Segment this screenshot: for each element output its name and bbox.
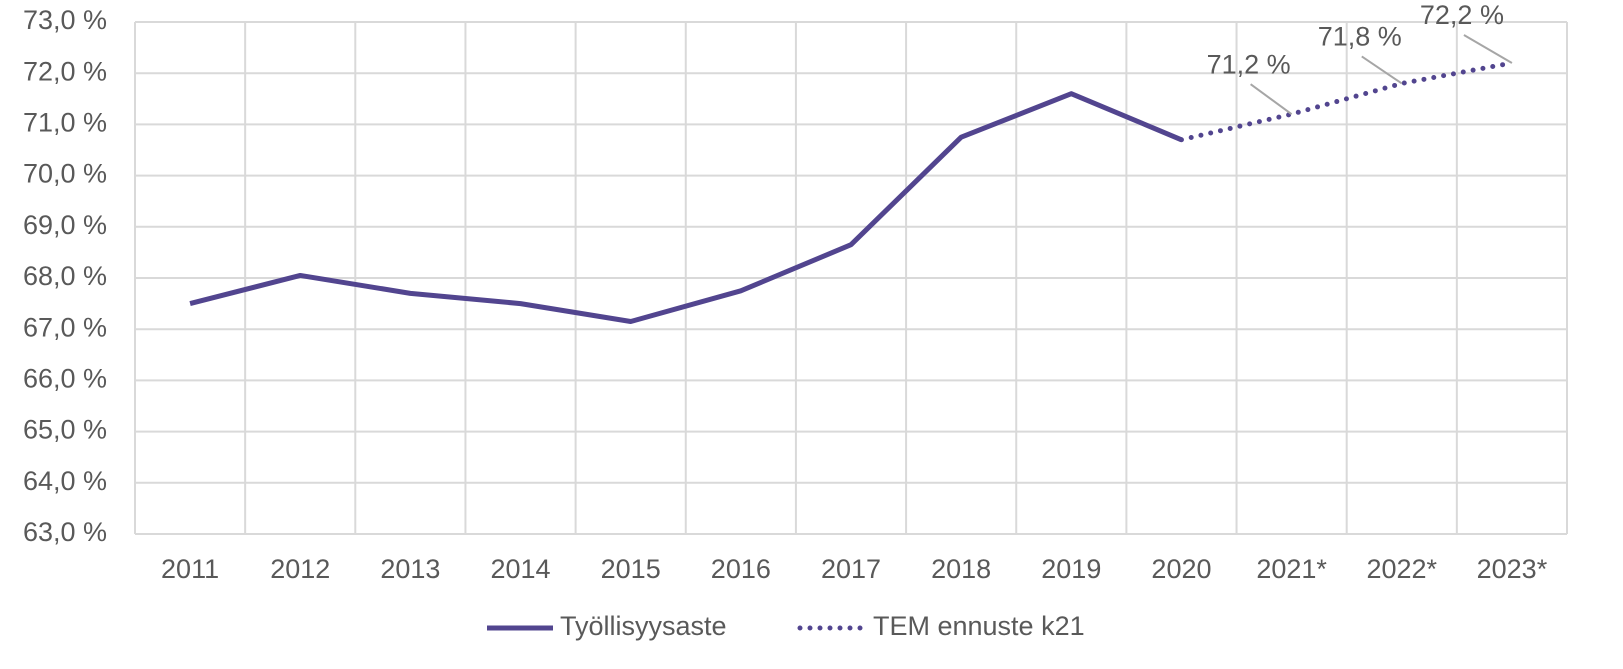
x-tick-label: 2018 <box>931 554 991 584</box>
y-tick-label: 68,0 % <box>23 261 107 291</box>
y-tick-label: 69,0 % <box>23 210 107 240</box>
data-label: 71,2 % <box>1207 49 1291 79</box>
y-tick-label: 64,0 % <box>23 466 107 496</box>
y-tick-label: 65,0 % <box>23 415 107 445</box>
x-tick-label: 2014 <box>490 554 550 584</box>
x-tick-label: 2020 <box>1151 554 1211 584</box>
x-tick-label: 2016 <box>711 554 771 584</box>
leader-line <box>1361 55 1403 85</box>
y-tick-label: 67,0 % <box>23 312 107 342</box>
x-tick-label: 2017 <box>821 554 881 584</box>
data-label: 72,2 % <box>1420 0 1504 30</box>
y-tick-label: 72,0 % <box>23 56 107 86</box>
y-tick-label: 70,0 % <box>23 159 107 189</box>
x-tick-label: 2022* <box>1366 554 1437 584</box>
y-tick-label: 73,0 % <box>23 5 107 35</box>
legend-label: Työllisyysaste <box>560 611 727 641</box>
leader-line <box>1250 83 1293 115</box>
x-tick-label: 2021* <box>1256 554 1327 584</box>
x-tick-label: 2013 <box>380 554 440 584</box>
y-tick-label: 63,0 % <box>23 517 107 547</box>
x-tick-label: 2023* <box>1477 554 1548 584</box>
x-tick-label: 2019 <box>1041 554 1101 584</box>
y-tick-label: 66,0 % <box>23 364 107 394</box>
leader-line <box>1463 34 1513 64</box>
x-tick-label: 2015 <box>601 554 661 584</box>
y-tick-label: 71,0 % <box>23 108 107 138</box>
series-line <box>1178 60 1515 143</box>
data-label: 71,8 % <box>1318 22 1402 52</box>
x-tick-label: 2011 <box>161 554 219 584</box>
series-line <box>189 91 1183 325</box>
x-tick-label: 2012 <box>270 554 330 584</box>
legend-label: TEM ennuste k21 <box>873 611 1085 641</box>
